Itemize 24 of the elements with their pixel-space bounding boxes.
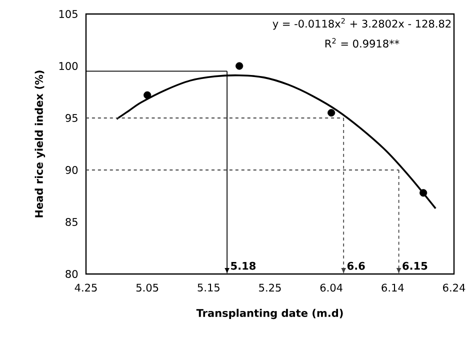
x-tick-label: 6.04	[320, 284, 342, 292]
y-tick-label: 85	[66, 218, 78, 226]
x-tick-label: 5.15	[198, 284, 220, 292]
y-tick-label: 80	[66, 270, 78, 278]
y-tick-label: 95	[66, 114, 78, 122]
point	[328, 109, 336, 117]
x-tick-label: 4.25	[74, 284, 97, 292]
point	[144, 91, 152, 99]
y-tick-label: 100	[59, 62, 78, 70]
point	[420, 189, 428, 197]
annotation: y = -0.0118x$^{2}$ + 3.2802x - 128.82	[272, 18, 451, 30]
annotation: R$^{2}$ = 0.9918**	[325, 38, 400, 48]
ref-line-label: 6.6	[347, 262, 365, 270]
ref-line-label: 6.15	[402, 262, 428, 270]
x-tick-label: 6.24	[443, 284, 466, 292]
y-axis-title: Head rice yield index (%)	[34, 70, 46, 218]
y-tick-label: 90	[66, 166, 78, 174]
point	[236, 62, 244, 70]
x-tick-label: 5.05	[136, 284, 158, 292]
x-tick-label: 5.25	[259, 284, 281, 292]
x-axis-title: Transplanting date (m.d)	[196, 308, 343, 320]
ref-line-label: 5.18	[231, 262, 256, 270]
x-tick-label: 6.14	[382, 284, 404, 292]
y-tick-label: 105	[59, 10, 78, 18]
